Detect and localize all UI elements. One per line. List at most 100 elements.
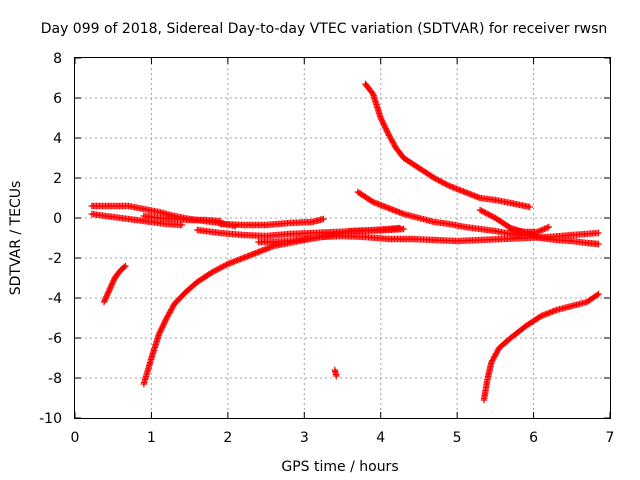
data-point-marker bbox=[216, 265, 223, 272]
data-point-marker bbox=[485, 211, 492, 218]
x-tick-label: 2 bbox=[223, 430, 232, 446]
data-point-marker bbox=[486, 211, 493, 219]
x-tick-label: 6 bbox=[529, 430, 538, 446]
data-point-marker bbox=[444, 182, 452, 189]
data-point-marker bbox=[541, 225, 548, 233]
data-point-marker bbox=[490, 354, 498, 361]
data-point-marker bbox=[440, 179, 448, 187]
data-point-marker bbox=[385, 130, 392, 138]
data-point-marker bbox=[387, 135, 394, 142]
data-point-marker bbox=[210, 268, 218, 275]
data-point-marker bbox=[220, 262, 227, 270]
data-point-marker bbox=[538, 226, 545, 234]
x-tick-labels: 0 1 2 3 4 5 6 7 bbox=[71, 430, 615, 446]
data-point-marker bbox=[488, 358, 495, 366]
y-tick-label: 2 bbox=[53, 171, 62, 187]
data-point-marker bbox=[166, 309, 173, 316]
plot-frame bbox=[74, 57, 611, 419]
data-point-marker bbox=[219, 263, 226, 271]
data-point-marker bbox=[396, 224, 404, 232]
data-point-marker bbox=[594, 291, 601, 299]
data-point-marker bbox=[320, 215, 327, 223]
data-point-marker bbox=[165, 310, 173, 317]
y-tick-label: -8 bbox=[48, 371, 62, 387]
data-point-marker bbox=[386, 133, 394, 140]
data-point-marker bbox=[164, 313, 171, 320]
x-tick-label: 4 bbox=[376, 430, 385, 446]
data-point-marker bbox=[494, 347, 501, 354]
data-point-marker bbox=[442, 180, 449, 188]
y-tick-labels: -10 -8 -6 -4 -2 0 2 4 6 8 bbox=[39, 51, 62, 427]
data-point-marker bbox=[491, 353, 498, 360]
data-point-marker bbox=[389, 139, 397, 146]
data-point-marker bbox=[439, 179, 446, 186]
data-point-marker bbox=[221, 262, 229, 269]
data-point-marker bbox=[214, 265, 222, 273]
y-tick-label: -2 bbox=[48, 251, 62, 267]
y-tick-label: 8 bbox=[53, 51, 62, 67]
data-point-marker bbox=[167, 307, 174, 315]
data-point-marker bbox=[391, 142, 398, 149]
data-point-marker bbox=[595, 290, 602, 298]
y-tick-label: 0 bbox=[53, 211, 62, 227]
data-point-marker bbox=[388, 136, 395, 143]
y-tick-label: 4 bbox=[53, 131, 62, 147]
data-point-marker bbox=[437, 178, 445, 185]
data-point-marker bbox=[493, 349, 501, 356]
data-point-marker bbox=[489, 357, 496, 364]
data-point-marker bbox=[400, 225, 407, 233]
data-point-marker bbox=[212, 267, 219, 274]
chart-title: Day 099 of 2018, Sidereal Day-to-day VTE… bbox=[41, 21, 608, 37]
data-point-marker bbox=[433, 176, 441, 183]
data-point-marker bbox=[165, 312, 172, 319]
data-point-marker bbox=[481, 208, 488, 216]
data-point-marker bbox=[333, 372, 340, 380]
data-point-marker bbox=[431, 174, 438, 182]
data-point-marker bbox=[478, 207, 485, 214]
data-point-marker bbox=[163, 314, 170, 322]
data-point-marker bbox=[368, 89, 376, 96]
data-point-marker bbox=[595, 240, 602, 248]
data-point-marker bbox=[217, 264, 225, 271]
data-point-marker bbox=[545, 223, 553, 231]
y-axis-label: SDTVAR / TECUs bbox=[8, 181, 24, 296]
data-point-marker bbox=[544, 224, 551, 231]
data-point-marker bbox=[223, 261, 230, 268]
x-axis-label: GPS time / hours bbox=[281, 459, 398, 475]
x-tick-label: 3 bbox=[300, 430, 309, 446]
data-point-marker bbox=[122, 262, 129, 270]
data-point-marker bbox=[526, 203, 533, 211]
data-point-marker bbox=[535, 228, 543, 235]
data-point-marker bbox=[492, 350, 500, 357]
data-point-marker bbox=[595, 229, 602, 237]
data-point-marker bbox=[432, 175, 439, 182]
data-point-marker bbox=[476, 206, 484, 214]
data-point-marker bbox=[443, 181, 450, 188]
data-point-marker bbox=[435, 176, 442, 184]
data-point-marker bbox=[492, 351, 499, 359]
data-point-marker bbox=[537, 227, 544, 234]
data-point-marker bbox=[534, 228, 541, 236]
data-point-marker bbox=[479, 208, 487, 215]
data-point-marker bbox=[385, 132, 393, 139]
data-point-marker bbox=[436, 177, 443, 185]
data-point-marker bbox=[542, 225, 550, 232]
data-point-marker bbox=[489, 213, 496, 220]
x-tick-label: 1 bbox=[147, 430, 156, 446]
data-point-marker bbox=[539, 226, 547, 233]
y-tick-label: 6 bbox=[53, 91, 62, 107]
x-tick-label: 7 bbox=[606, 430, 615, 446]
data-points bbox=[88, 80, 602, 404]
data-point-marker bbox=[483, 210, 491, 217]
data-point-marker bbox=[168, 305, 176, 312]
data-point-marker bbox=[169, 303, 177, 310]
data-point-marker bbox=[489, 356, 497, 363]
data-point-marker bbox=[482, 209, 489, 217]
x-tick-label: 0 bbox=[71, 430, 80, 446]
data-point-marker bbox=[168, 306, 175, 313]
data-point-marker bbox=[487, 212, 495, 220]
y-tick-label: -4 bbox=[48, 291, 62, 307]
data-point-marker bbox=[390, 140, 397, 147]
x-tick-label: 5 bbox=[453, 430, 462, 446]
